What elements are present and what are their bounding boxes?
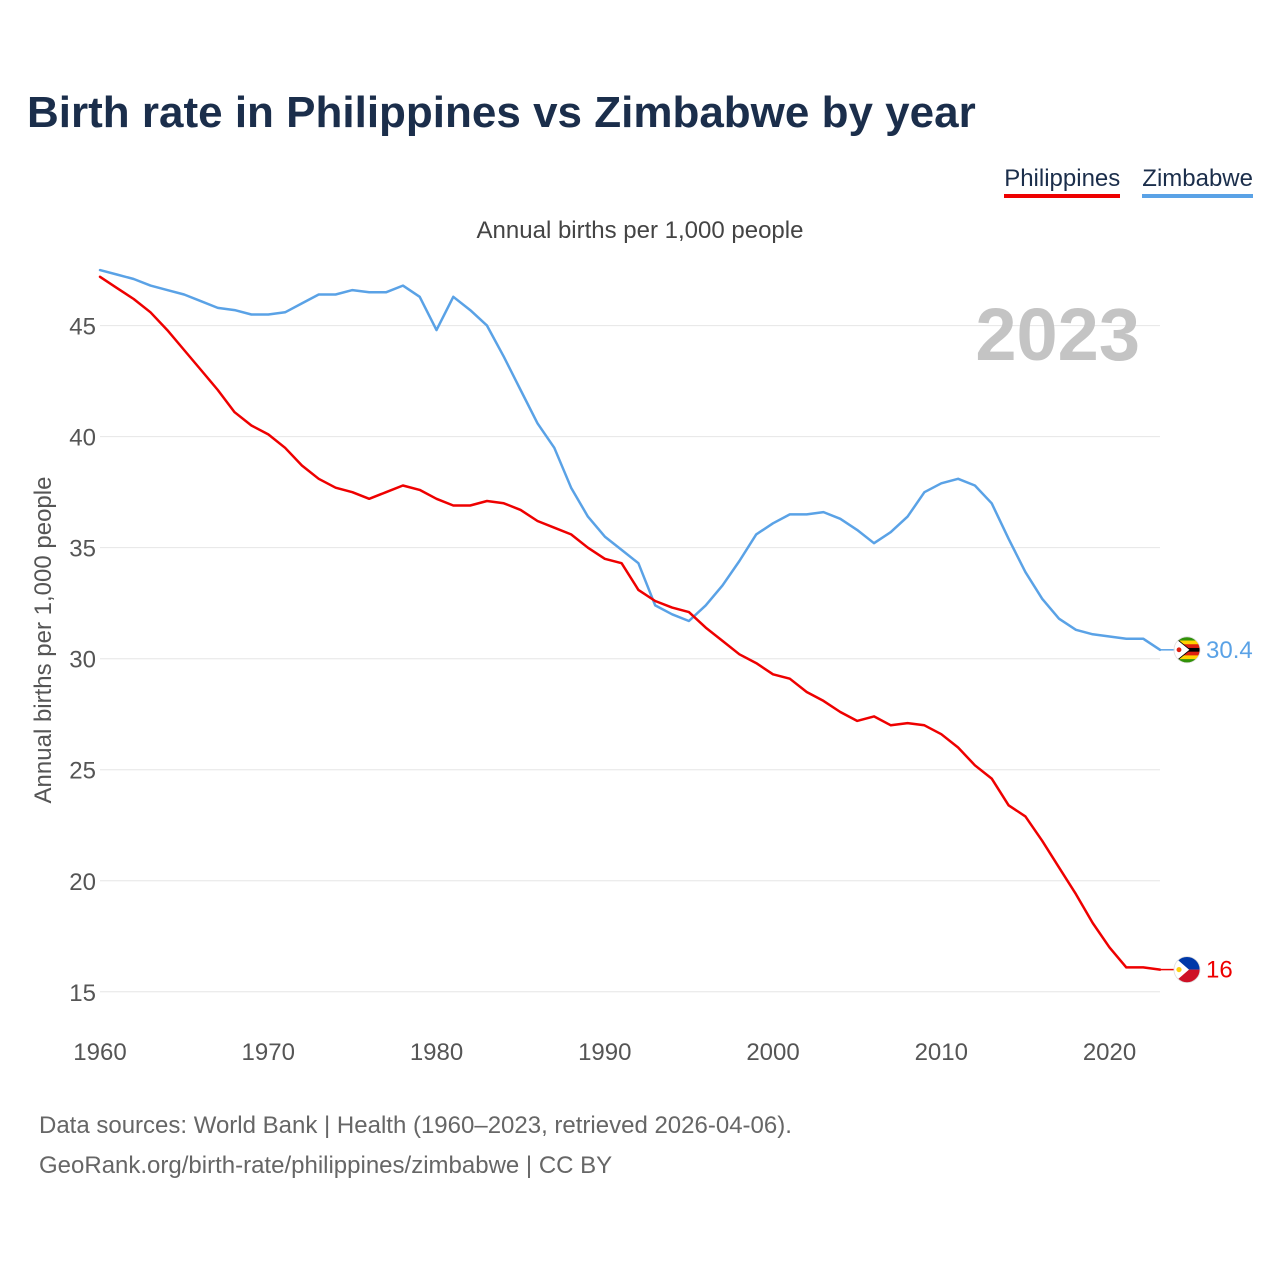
x-tick-label-2000: 2000 <box>746 1039 799 1066</box>
end-value-label-zimbabwe: 30.4 <box>1206 637 1253 664</box>
y-tick-label-20: 20 <box>69 869 96 896</box>
y-tick-label-40: 40 <box>69 425 96 452</box>
x-tick-label-1980: 1980 <box>410 1039 463 1066</box>
series-line-zimbabwe <box>98 268 1162 652</box>
series-line-philippines <box>98 275 1162 971</box>
legend: Philippines Zimbabwe <box>1004 165 1253 198</box>
source-line-2[interactable]: GeoRank.org/birth-rate/philippines/zimba… <box>39 1152 613 1179</box>
zimbabwe-flag-icon <box>1173 636 1201 664</box>
line-chart: 2023 15 20 25 30 35 40 45 1960 1970 1980 1990 2000… <box>30 268 1253 1066</box>
source-line-1: Data sources: World Bank | Health (1960–… <box>39 1112 792 1139</box>
x-tick-label-1970: 1970 <box>242 1039 295 1066</box>
y-tick-label-45: 45 <box>69 314 96 341</box>
chart-title: Birth rate in Philippines vs Zimbabwe by… <box>27 88 976 137</box>
y-tick-label-25: 25 <box>69 758 96 785</box>
end-value-label-philippines: 16 <box>1206 957 1233 984</box>
y-tick-label-15: 15 <box>69 980 96 1007</box>
x-tick-label-2020: 2020 <box>1083 1039 1136 1066</box>
x-tick-label-1990: 1990 <box>578 1039 631 1066</box>
year-badge: 2023 <box>975 293 1140 376</box>
y-axis-label: Annual births per 1,000 people <box>30 477 57 804</box>
legend-item-zimbabwe[interactable]: Zimbabwe <box>1142 165 1253 198</box>
chart-subtitle: Annual births per 1,000 people <box>476 217 804 244</box>
source-note: Data sources: World Bank | Health (1960–… <box>39 1106 792 1186</box>
x-tick-label-2010: 2010 <box>915 1039 968 1066</box>
philippines-flag-icon <box>1173 956 1201 983</box>
y-tick-label-35: 35 <box>69 536 96 563</box>
x-tick-label-1960: 1960 <box>73 1039 126 1066</box>
y-tick-label-30: 30 <box>69 647 96 674</box>
legend-item-philippines[interactable]: Philippines <box>1004 165 1121 198</box>
